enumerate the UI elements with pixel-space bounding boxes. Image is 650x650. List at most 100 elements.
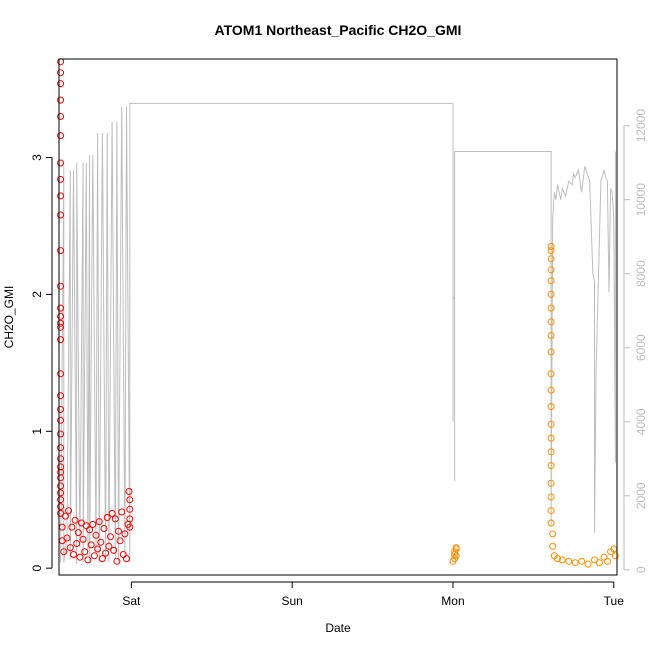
data-point-series-2: [600, 553, 608, 561]
data-point-series-1: [57, 405, 65, 413]
data-point-series-1: [71, 516, 79, 524]
x-axis-label: Date: [325, 621, 351, 635]
y-tick-label: 0: [30, 565, 44, 572]
y-tick-label: 3: [30, 154, 44, 161]
y2-tick-label: 4000: [634, 408, 648, 435]
data-point-series-2: [547, 290, 555, 298]
data-point-series-1: [57, 430, 65, 438]
data-point-series-1: [97, 538, 105, 546]
data-point-series-1: [60, 548, 68, 556]
plot-frame: [58, 58, 618, 576]
y2-tick-label: 12000: [634, 109, 648, 143]
data-point-series-1: [126, 505, 134, 513]
data-point-series-1: [70, 551, 77, 558]
data-point-series-2: [554, 555, 561, 563]
data-point-series-1: [57, 489, 65, 497]
chart-title: ATOM1 Northeast_Pacific CH2O_GMI: [215, 22, 462, 38]
data-point-series-1: [57, 392, 65, 400]
data-point-series-2: [547, 332, 555, 339]
data-point-series-2: [595, 559, 603, 567]
data-point-series-1: [57, 132, 65, 140]
data-point-series-2: [611, 552, 619, 560]
data-point-series-2: [547, 507, 555, 515]
data-point-series-1: [121, 530, 129, 538]
data-point-series-2: [578, 557, 586, 565]
data-point-series-1: [125, 488, 133, 495]
data-point-series-2: [452, 552, 460, 560]
data-point-series-1: [108, 509, 116, 517]
data-point-series-1: [89, 520, 97, 528]
data-point-series-2: [547, 247, 555, 255]
y2-tick-label: 10000: [634, 183, 648, 217]
data-point-series-1: [111, 515, 119, 523]
data-point-series-1: [57, 463, 65, 471]
data-point-series-1: [57, 444, 65, 452]
data-point-series-2: [547, 519, 555, 527]
data-point-series-1: [57, 247, 65, 255]
data-point-series-1: [103, 514, 111, 521]
data-point-series-1: [87, 541, 95, 549]
data-point-series-1: [107, 533, 114, 541]
altitude-line: [60, 102, 616, 565]
data-point-series-1: [63, 534, 71, 542]
data-point-series-1: [57, 455, 65, 463]
data-point-series-2: [547, 304, 555, 312]
data-point-series-1: [81, 548, 89, 556]
altitude-series: [60, 102, 616, 565]
data-point-series-2: [549, 530, 557, 538]
y-tick-label: 1: [30, 428, 44, 435]
y2-tick-label: 6000: [634, 334, 648, 361]
data-point-series-1: [86, 526, 94, 534]
data-point-series-1: [100, 525, 108, 532]
data-point-series-1: [92, 531, 100, 539]
data-point-series-1: [57, 80, 65, 88]
data-point-series-2: [452, 544, 460, 552]
data-point-series-1: [57, 336, 65, 344]
data-point-series-1: [57, 113, 65, 120]
data-point-series-1: [57, 211, 65, 219]
data-point-series-1: [84, 556, 92, 564]
data-point-series-1: [126, 515, 134, 523]
data-point-series-1: [57, 282, 65, 290]
data-point-series-1: [65, 507, 73, 515]
x-tick-label: Sun: [281, 594, 302, 608]
data-point-series-1: [110, 546, 118, 554]
data-point-series-1: [57, 319, 65, 327]
data-point-series-2: [603, 557, 611, 565]
data-point-series-2: [547, 434, 555, 442]
y-tick-label: 2: [30, 291, 44, 298]
data-point-series-2: [547, 420, 555, 428]
x-tick-label: Mon: [441, 594, 464, 608]
data-point-series-2: [571, 559, 579, 567]
data-point-series-1: [94, 545, 102, 553]
data-point-series-1: [73, 540, 81, 547]
x-tick-label: Tue: [604, 594, 625, 608]
data-point-series-1: [57, 312, 65, 320]
data-point-series-2: [547, 348, 555, 356]
data-point-series-1: [57, 323, 65, 331]
data-point-series-1: [68, 523, 76, 531]
axes: Sat Sun Mon Tue 0 1 2 3 0 2000 4000 6000 8000 10000 12…: [30, 109, 648, 608]
data-point-series-2: [547, 255, 555, 263]
data-point-series-2: [547, 243, 555, 250]
data-point-series-1: [98, 555, 106, 563]
x-tick-label: Sat: [122, 594, 141, 608]
y2-tick-label: 0: [634, 566, 648, 573]
data-point-series-1: [102, 549, 110, 557]
data-point-series-2: [547, 266, 555, 274]
data-point-series-1: [79, 535, 87, 543]
data-point-series-2: [547, 318, 555, 326]
data-point-series-2: [547, 462, 555, 469]
data-point-series-1: [57, 503, 65, 511]
data-point-series-1: [57, 474, 65, 482]
data-point-series-1: [76, 553, 84, 561]
data-point-series-2: [549, 542, 557, 550]
data-point-series-1: [61, 512, 69, 520]
data-point-series-1: [105, 542, 113, 550]
data-point-series-1: [57, 159, 65, 167]
y2-tick-label: 8000: [634, 260, 648, 287]
ch2o-points: [57, 58, 619, 568]
data-point-series-1: [115, 527, 122, 535]
data-point-series-1: [57, 69, 65, 77]
data-point-series-1: [90, 552, 98, 560]
